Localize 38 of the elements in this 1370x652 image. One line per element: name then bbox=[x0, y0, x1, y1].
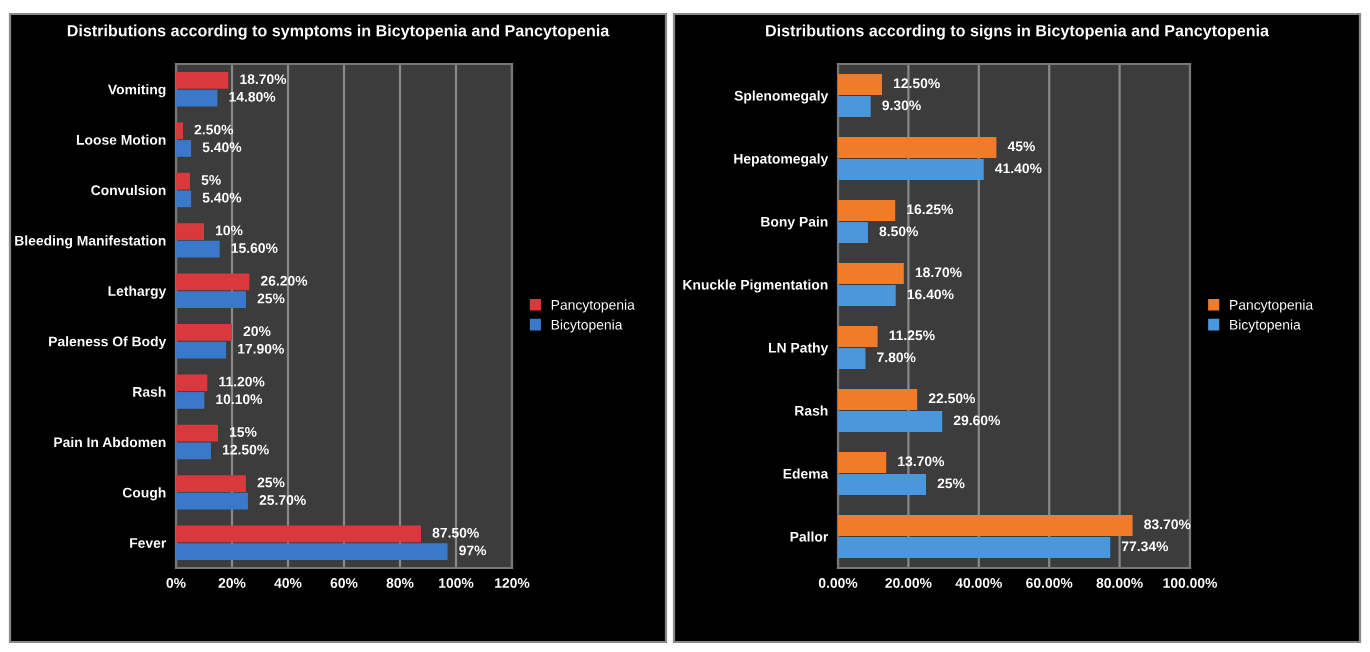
bar bbox=[838, 537, 1111, 558]
bar bbox=[176, 89, 218, 107]
bar bbox=[176, 240, 220, 258]
chart-title: Distributions according to signs in Bicytopenia and Pancytopenia bbox=[766, 24, 1270, 40]
bar bbox=[176, 392, 205, 409]
bar bbox=[176, 543, 448, 560]
bar bbox=[176, 190, 192, 208]
bar bbox=[176, 475, 246, 492]
bar bbox=[838, 411, 943, 432]
bar bbox=[838, 452, 887, 473]
bar bbox=[838, 222, 868, 243]
bar bbox=[176, 492, 248, 510]
chart-title: Distributions according to symptoms in Bicytopenia and Pancytopenia bbox=[67, 24, 610, 40]
bar bbox=[176, 291, 246, 308]
bar bbox=[176, 72, 229, 89]
bar bbox=[838, 326, 878, 347]
bar bbox=[176, 374, 208, 392]
bar bbox=[838, 96, 871, 117]
bar bbox=[838, 474, 926, 495]
bar bbox=[838, 515, 1133, 536]
bar bbox=[838, 263, 904, 284]
bar bbox=[176, 122, 183, 140]
bar bbox=[838, 285, 896, 306]
bar bbox=[838, 348, 866, 369]
bar bbox=[176, 341, 227, 359]
bar bbox=[176, 525, 421, 543]
bar bbox=[838, 200, 896, 221]
bar bbox=[838, 389, 918, 410]
bar bbox=[176, 424, 218, 442]
bar bbox=[176, 172, 190, 190]
bar bbox=[176, 273, 250, 291]
bar bbox=[838, 159, 984, 180]
bar bbox=[838, 137, 997, 158]
bar bbox=[176, 223, 204, 240]
bar bbox=[176, 140, 192, 157]
bar bbox=[176, 442, 211, 460]
bar bbox=[838, 74, 882, 95]
bar bbox=[176, 324, 232, 341]
